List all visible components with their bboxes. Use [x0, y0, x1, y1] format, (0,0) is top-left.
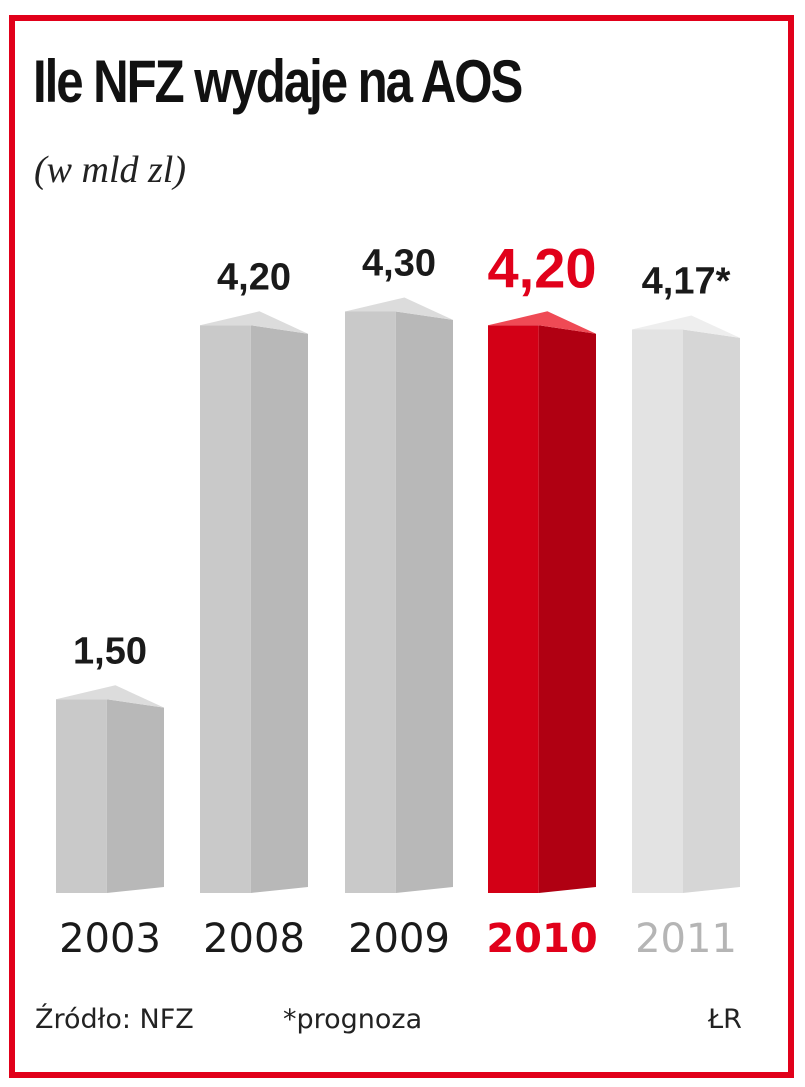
bar-side-2010: [538, 325, 596, 893]
chart-title: Ile NFZ wydaje na AOS: [33, 48, 523, 115]
bar-front-2008: [200, 325, 251, 893]
value-label-2003: 1,50: [73, 630, 147, 672]
bar-top-2010: [488, 311, 596, 334]
bar-front-2003: [56, 699, 107, 893]
x-tick-label-2009: 2009: [348, 916, 450, 962]
x-tick-label-2011: 2011: [635, 916, 737, 962]
x-tick-label-2003: 2003: [59, 916, 161, 962]
bar-side-2009: [395, 311, 453, 893]
value-label-2011: 4,17*: [642, 260, 731, 302]
chart-subtitle: (w mld zl): [34, 149, 186, 191]
bar-top-2011: [632, 315, 740, 338]
bar-top-2008: [200, 311, 308, 334]
x-tick-label-2008: 2008: [203, 916, 305, 962]
forecast-note: *prognoza: [283, 1004, 423, 1035]
author-credit: ŁR: [708, 1004, 742, 1035]
value-label-2008: 4,20: [217, 256, 291, 298]
x-tick-label-2010: 2010: [486, 916, 597, 962]
bar-side-2003: [106, 699, 164, 893]
bar-side-2008: [250, 325, 308, 893]
value-label-2009: 4,30: [362, 242, 436, 284]
bar-front-2011: [632, 329, 683, 894]
bar-front-2010: [488, 325, 539, 893]
source-note: Źródło: NFZ: [35, 1004, 194, 1035]
bar-side-2011: [682, 329, 740, 894]
value-label-2010: 4,20: [488, 236, 597, 299]
bar-front-2009: [345, 311, 396, 893]
bar-top-2003: [56, 685, 164, 708]
bar-top-2009: [345, 297, 453, 320]
